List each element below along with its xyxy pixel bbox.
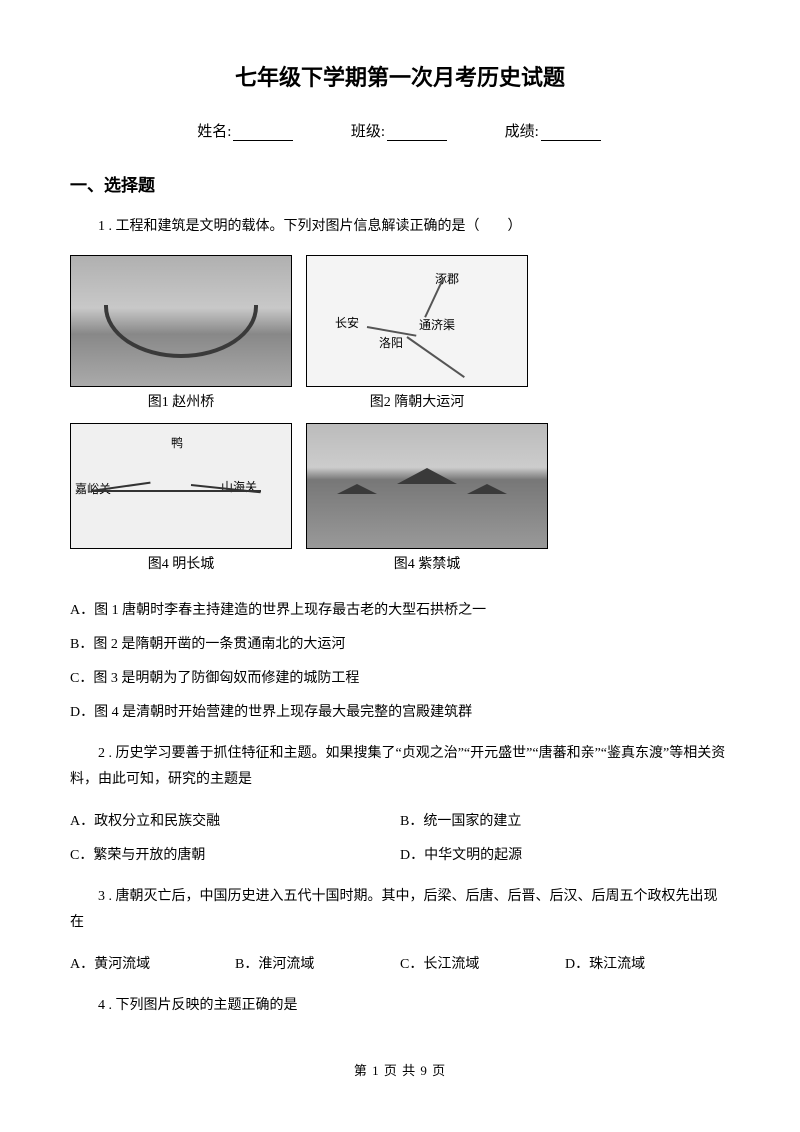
question-1-text: 1 . 工程和建筑是文明的载体。下列对图片信息解读正确的是（ ）: [70, 214, 730, 241]
map-label-tongjiqu: 通济渠: [419, 316, 455, 333]
question-2-text: 2 . 历史学习要善于抓住特征和主题。如果搜集了“贞观之治”“开元盛世”“唐蕃和…: [70, 741, 730, 794]
page-footer: 第 1 页 共 9 页: [70, 1060, 730, 1079]
q2-option-b[interactable]: B．统一国家的建立: [400, 808, 730, 836]
question-4-text: 4 . 下列图片反映的主题正确的是: [70, 993, 730, 1020]
image-zhaozhou-bridge: [70, 255, 292, 387]
map-label-changan: 长安: [335, 314, 359, 331]
class-blank[interactable]: [387, 126, 447, 141]
image-ming-great-wall-map: 嘉峪关 山海关 鸭: [70, 423, 292, 549]
image-4-caption: 图4 紫禁城: [306, 549, 548, 581]
map-label-luoyang: 洛阳: [379, 334, 403, 351]
score-label: 成绩:: [505, 124, 539, 140]
score-blank[interactable]: [541, 126, 601, 141]
q1-option-a[interactable]: A．图 1 唐朝时李春主持建造的世界上现存最古老的大型石拱桥之一: [70, 597, 730, 625]
q3-option-b[interactable]: B．淮河流域: [235, 951, 400, 979]
section-1-header: 一、选择题: [70, 171, 730, 196]
question-1-images: 图1 赵州桥 涿郡 长安 洛阳 通济渠 图2 隋朝大运河 嘉峪关 山: [70, 255, 730, 581]
q1-option-c[interactable]: C．图 3 是明朝为了防御匈奴而修建的城防工程: [70, 665, 730, 693]
image-2-caption: 图2 隋朝大运河: [306, 387, 528, 419]
map-label-top: 鸭: [171, 434, 197, 451]
name-blank[interactable]: [233, 126, 293, 141]
class-label: 班级:: [351, 124, 385, 140]
q3-option-c[interactable]: C．长江流域: [400, 951, 565, 979]
q3-option-d[interactable]: D．珠江流域: [565, 951, 730, 979]
name-label: 姓名:: [197, 124, 231, 140]
image-3-caption: 图4 明长城: [70, 549, 292, 581]
student-info-line: 姓名: 班级: 成绩:: [70, 120, 730, 141]
page-title: 七年级下学期第一次月考历史试题: [70, 60, 730, 92]
image-1-caption: 图1 赵州桥: [70, 387, 292, 419]
image-grand-canal-map: 涿郡 长安 洛阳 通济渠: [306, 255, 528, 387]
q1-option-b[interactable]: B．图 2 是隋朝开凿的一条贯通南北的大运河: [70, 631, 730, 659]
q3-option-a[interactable]: A．黄河流域: [70, 951, 235, 979]
q1-option-d[interactable]: D．图 4 是清朝时开始营建的世界上现存最大最完整的宫殿建筑群: [70, 699, 730, 727]
image-forbidden-city: [306, 423, 548, 549]
q2-option-c[interactable]: C．繁荣与开放的唐朝: [70, 842, 400, 870]
question-3-text: 3 . 唐朝灭亡后，中国历史进入五代十国时期。其中，后梁、后唐、后晋、后汉、后周…: [70, 884, 730, 937]
q2-option-a[interactable]: A．政权分立和民族交融: [70, 808, 400, 836]
q2-option-d[interactable]: D．中华文明的起源: [400, 842, 730, 870]
